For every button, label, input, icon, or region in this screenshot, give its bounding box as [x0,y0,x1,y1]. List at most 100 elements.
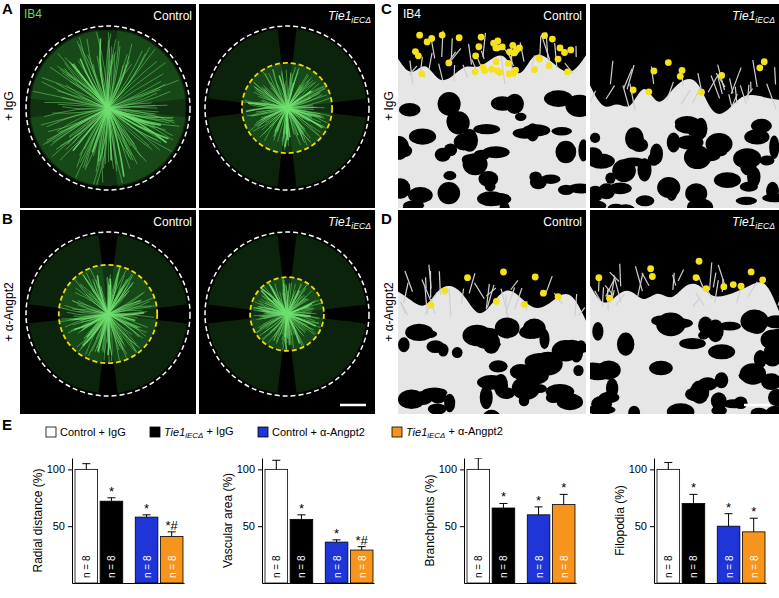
vascular-plexus [250,277,324,351]
sample-size: n = 8 [296,555,307,578]
axis-line [72,459,73,584]
sprout [511,280,518,289]
image-background [590,210,779,414]
filopodia-marker [679,67,686,74]
vessel [108,108,149,146]
sprout [453,65,455,81]
bar-chart: 50100Vascular area (%)n = 8n = 8*n = 8*n… [221,459,375,584]
tick-mark [258,526,262,527]
image-background [199,4,375,208]
vessel [284,314,287,336]
vessel [68,314,108,333]
vessel [108,314,137,352]
axis-title: Branchpoints (%) [423,474,437,566]
sprout [590,91,595,102]
vessel [287,309,314,314]
filopodia-marker [521,301,528,308]
vessel-gap [703,328,719,337]
image-background [20,4,196,208]
vessel-gap [763,346,779,366]
vessel [287,283,301,314]
sprout [610,272,619,281]
vessel [84,275,108,314]
vessel-gap [530,176,547,190]
filopodia-marker [730,281,737,288]
row-label: + α-Angpt2 [2,282,16,342]
vessel [108,47,150,108]
vessel-gap [656,313,685,337]
vascular-plexus [59,265,157,363]
vessel [108,44,132,108]
sprout [429,53,432,70]
bar-texts: n = 8n = 8*n = 8*n = 8* [473,480,569,578]
error-bar [82,464,90,470]
vessel-gap [452,347,463,358]
vessel [107,278,109,314]
filopodia-marker [416,32,423,39]
sprout [740,85,746,103]
column-label: Tie1iECΔ [328,9,371,25]
image-background [20,210,196,414]
vessel-gap [748,320,765,334]
filopodia-marker [509,42,516,49]
sprout [501,289,508,317]
tick: 100 [47,463,72,475]
vessel [108,108,169,123]
filopodia-marker [665,59,672,66]
vessel [108,108,173,140]
tick-label: 100 [439,463,457,475]
vessel-gap [499,201,510,208]
bar-texts: n = 8n = 8*n = 8*n = 8* [663,480,759,578]
vessel-gap [427,340,445,353]
micrograph [590,4,779,208]
axis-line [263,583,375,584]
significance: * [109,484,114,499]
stain-label: IB4 [24,7,42,21]
sprout [767,84,776,110]
panel-label: D [381,210,392,227]
vessel [287,73,291,108]
sample-size: n = 8 [534,555,545,578]
legend-item: Control + IgG [46,426,126,438]
sprout [487,285,494,308]
significance: * [299,501,304,516]
filopodia-marker [703,285,710,292]
sample-size: n = 8 [559,555,570,578]
vascular-network [398,286,586,414]
filopodia-marker [516,44,523,51]
filopodia-marker [494,38,501,45]
vessel-gap [420,330,438,338]
label-main: Control [153,9,192,23]
legend-label: Tie1iECΔ + α-Angpt2 [406,425,503,440]
panel-label: C [381,0,392,17]
vessel [263,286,287,314]
vessel-gap [497,387,515,399]
tick-mark [258,469,262,470]
label-main: Tie1 [328,9,351,23]
filopodia-marker [445,60,452,67]
sprout [693,298,700,307]
tick-mark [650,469,654,470]
vessel [284,108,287,138]
row-label: + IgG [2,91,16,121]
sprout [748,282,757,297]
panel-label: E [2,416,12,433]
bar [657,469,680,583]
vessel [76,108,108,178]
label-main: Control [543,215,582,229]
vessel-gap [525,353,555,370]
label-main: Tie1 [164,426,185,438]
column-label: Tie1iECΔ [328,215,371,231]
vessel [108,314,127,359]
sprout [713,273,716,288]
vessel [50,108,108,146]
filopodia-marker [595,274,602,281]
vessel [97,56,108,108]
legend-swatch [46,427,56,437]
filopodia-marker [759,276,766,283]
vessel-gap [592,322,603,341]
sprout [439,64,443,81]
vessel [108,46,120,108]
vessel [108,314,127,354]
tick: 100 [237,463,262,475]
